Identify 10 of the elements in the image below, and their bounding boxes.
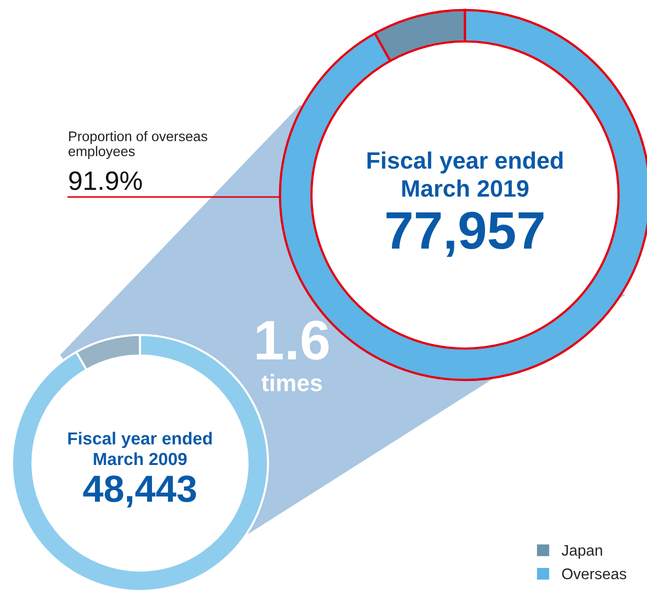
text: Fiscal year ended March 2019 — [368, 151, 563, 197]
text: 1.6 — [256, 320, 329, 360]
text: times — [261, 374, 322, 392]
text: Proportion of overseas employees — [68, 131, 208, 159]
text: Fiscal year ended March 2009 — [68, 432, 212, 466]
text: 48,443 — [83, 476, 196, 508]
text: 91.9% — [69, 171, 142, 190]
legend-label: Overseas — [562, 568, 626, 580]
text: 77,957 — [386, 212, 544, 257]
legend-label: Japan — [562, 545, 602, 559]
